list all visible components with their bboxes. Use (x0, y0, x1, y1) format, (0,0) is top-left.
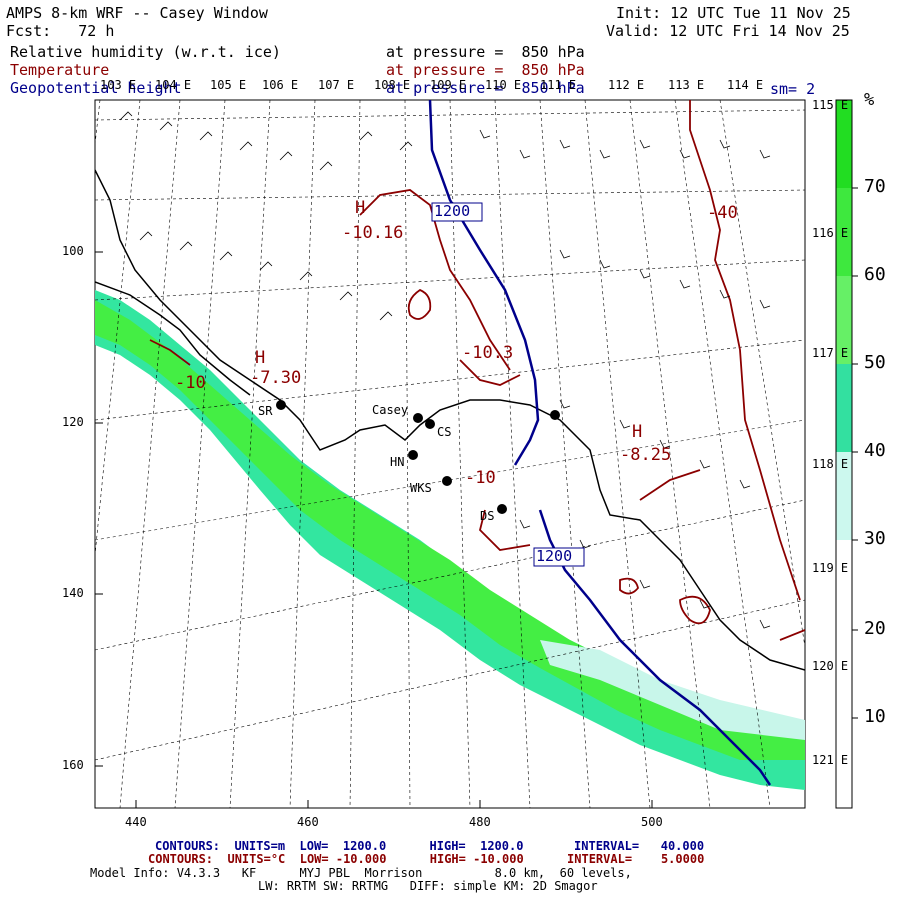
station-dot-hn (408, 450, 418, 460)
colorbar (835, 99, 858, 809)
lon-label-112: 112 E (608, 78, 645, 92)
field-name-rh: Relative humidity (w.r.t. ice) (10, 43, 281, 61)
wind-barbs (119, 111, 771, 629)
ice-edge (95, 281, 251, 396)
station-label-casey: Casey (372, 403, 409, 417)
field-name-height: Geopotential height (10, 79, 182, 97)
colorbar-label-30: 30 (864, 528, 886, 549)
field-level-height: at pressure = 850 hPa (386, 79, 585, 97)
lon-label-115: 115 E (812, 98, 849, 112)
lon-label-111: 111 E (540, 78, 577, 92)
lon-label-104: 104 E (155, 78, 192, 92)
high-marker-3: H (632, 422, 643, 442)
smoothing-label: sm= 2 (770, 80, 816, 98)
temperature-contours (149, 100, 805, 641)
colorbar-swatch-40 (836, 364, 852, 452)
height-label-box-1 (431, 202, 483, 222)
station-markers (276, 400, 560, 514)
x-tick-440: 440 (125, 815, 147, 829)
lon-label-105: 105 E (210, 78, 247, 92)
colorbar-label-60: 60 (864, 264, 886, 285)
valid-time: Valid: 12 UTC Fri 14 Nov 25 (606, 22, 850, 40)
colorbar-unit: % (864, 90, 875, 110)
forecast-hour: Fcst: 72 h (6, 22, 115, 40)
temp-label-2: -10.3 (462, 343, 514, 363)
footer-model-info-2: LW: RRTM SW: RRTMG DIFF: simple KM: 2D S… (258, 879, 598, 893)
x-tick-460: 460 (297, 815, 319, 829)
temp-label-7: -40 (707, 203, 738, 223)
footer-model-info: Model Info: V4.3.3 KF MYJ PBL Morrison 8… (90, 866, 632, 880)
station-label-cs: CS (437, 425, 452, 439)
lon-label-109: 109 E (430, 78, 467, 92)
field-level-rh: at pressure = 850 hPa (386, 43, 585, 61)
temp-label-4: -10 (465, 468, 496, 488)
temp-label-5: -8.25 (620, 445, 672, 465)
station-dot-wks (442, 476, 452, 486)
colorbar-swatch-50 (836, 276, 852, 364)
colorbar-label-20: 20 (864, 618, 886, 639)
lon-label-117: 117 E (812, 346, 849, 360)
lon-label-108: 108 E (374, 78, 411, 92)
lon-label-119: 119 E (812, 561, 849, 575)
station-dot-east (550, 410, 560, 420)
height-label-box-2 (533, 547, 585, 567)
colorbar-ticks (852, 187, 858, 719)
field-name-temperature: Temperature (10, 61, 110, 79)
lon-label-118: 118 E (812, 457, 849, 471)
height-label-1200-south: 1200 (536, 547, 573, 565)
temp-label-1: -10.16 (342, 223, 404, 243)
temp-label-3: -10 (175, 373, 206, 393)
footer-contours-height: CONTOURS: UNITS=m LOW= 1200.0 HIGH= 1200… (155, 839, 705, 853)
axis-ticks (95, 251, 653, 808)
colorbar-label-10: 10 (864, 706, 886, 727)
station-dot-ds (497, 504, 507, 514)
colorbar-swatch-60 (836, 188, 852, 276)
station-dot-casey (413, 413, 423, 423)
map-title: AMPS 8-km WRF -- Casey Window (6, 4, 268, 22)
lon-label-116: 116 E (812, 226, 849, 240)
footer-contours-temp: CONTOURS: UNITS=°C LOW= -10.000 HIGH= -1… (148, 852, 705, 866)
height-label-1200-north: 1200 (434, 202, 471, 220)
lon-label-114: 114 E (727, 78, 764, 92)
station-label-sr: SR (258, 404, 273, 418)
lon-label-113: 113 E (668, 78, 705, 92)
x-tick-480: 480 (469, 815, 491, 829)
lon-label-121: 121 E (812, 753, 849, 767)
colorbar-label-70: 70 (864, 176, 886, 197)
colorbar-swatch-70 (836, 100, 852, 188)
temp-label-6: -7.30 (250, 368, 302, 388)
station-dot-sr (276, 400, 286, 410)
y-tick-120: 120 (62, 415, 84, 429)
map-content (95, 100, 805, 808)
high-marker-2: H (255, 348, 266, 368)
y-tick-100: 100 (62, 244, 84, 258)
colorbar-label-40: 40 (864, 440, 886, 461)
station-label-hn: HN (390, 455, 405, 469)
graticule (95, 100, 805, 808)
lon-label-107: 107 E (318, 78, 355, 92)
colorbar-swatch-low (836, 540, 852, 808)
colorbar-frame (835, 99, 853, 809)
colorbar-swatch-30 (836, 452, 852, 540)
high-marker-1: H (355, 198, 366, 218)
lon-label-110: 110 E (485, 78, 522, 92)
lon-label-106: 106 E (262, 78, 299, 92)
init-time: Init: 12 UTC Tue 11 Nov 25 (616, 4, 851, 22)
y-tick-160: 160 (62, 758, 84, 772)
lon-label-120: 120 E (812, 659, 849, 673)
station-dot-cs (425, 419, 435, 429)
lon-label-103: 103 E (100, 78, 137, 92)
height-contour-1200-north (428, 100, 540, 466)
field-level-temperature: at pressure = 850 hPa (386, 61, 585, 79)
coastline (95, 169, 805, 671)
station-label-wks: WKS (410, 481, 432, 495)
station-label-ds: DS (480, 509, 495, 523)
y-tick-140: 140 (62, 586, 84, 600)
x-tick-500: 500 (641, 815, 663, 829)
colorbar-label-50: 50 (864, 352, 886, 373)
